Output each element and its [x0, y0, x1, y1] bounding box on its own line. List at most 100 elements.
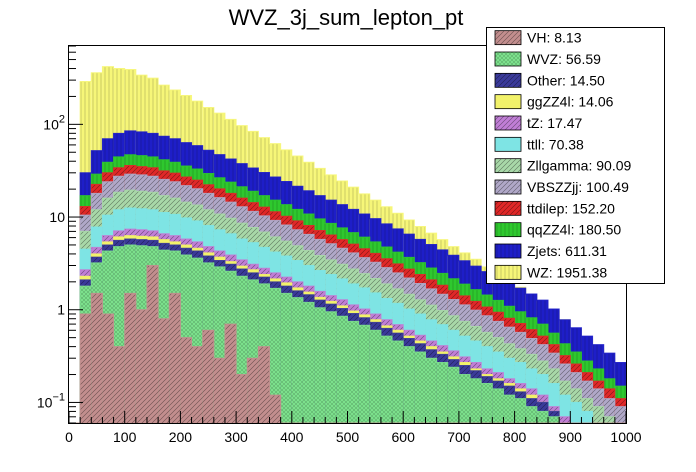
bar-pattern — [269, 395, 281, 423]
legend-series-name: Other — [527, 72, 562, 88]
bar-pattern — [269, 288, 281, 423]
bar-pattern — [247, 358, 259, 423]
x-tick-label: 800 — [503, 429, 527, 445]
bar-pattern — [314, 307, 326, 423]
legend-swatch-pattern — [495, 265, 521, 280]
legend-label: ttdilep: 152.20 — [527, 200, 615, 216]
bar-pattern — [603, 416, 615, 423]
x-tick-label: 600 — [392, 429, 416, 445]
legend-entry-ggzz4l: ggZZ4l: 14.06 — [494, 94, 614, 110]
bar-pattern — [280, 293, 292, 423]
bar-pattern — [80, 313, 92, 423]
bar-pattern — [369, 330, 381, 423]
legend-series-total: 70.38 — [549, 136, 584, 152]
legend-entry-zllgamma: Zllgamma: 90.09 — [494, 158, 631, 174]
bar-pattern — [614, 406, 626, 423]
bar-pattern — [158, 318, 170, 423]
legend-swatch-pattern — [495, 158, 521, 173]
legend-entry-vbszzjj: VBSZZjj: 100.49 — [494, 179, 629, 195]
bar-pattern — [447, 367, 459, 423]
bar-pattern — [559, 416, 571, 423]
legend-series-name: ttdilep — [527, 200, 565, 216]
legend-colon: : — [564, 200, 572, 216]
series-outline — [69, 130, 626, 424]
series-outline — [69, 235, 626, 424]
bar-pattern — [236, 276, 248, 423]
bar-pattern — [481, 383, 493, 423]
legend-series-total: 152.20 — [572, 200, 615, 216]
bar-pattern — [325, 311, 337, 423]
legend-swatch-pattern — [495, 52, 521, 66]
legend-series-total: 17.47 — [547, 115, 582, 131]
legend-series-total: 180.50 — [578, 222, 621, 238]
legend-label: VBSZZjj: 100.49 — [527, 179, 629, 195]
bar-pattern — [191, 258, 203, 423]
x-tick-label: 700 — [447, 429, 471, 445]
legend-series-total: 611.31 — [565, 243, 607, 259]
legend-colon: : — [541, 136, 549, 152]
bar-pattern — [436, 362, 448, 423]
bar-pattern — [336, 316, 348, 423]
legend-box — [486, 27, 665, 284]
legend-series-name: Zllgamma — [527, 158, 589, 174]
x-tick-label: 200 — [169, 429, 193, 445]
series-outline — [69, 189, 626, 424]
legend-series-name: ggZZ4l — [527, 94, 571, 110]
bar-pattern — [414, 352, 426, 423]
series-outline — [69, 173, 626, 424]
legend-entry-vh: VH: 8.13 — [494, 30, 582, 46]
legend-label: Zllgamma: 90.09 — [527, 158, 631, 174]
legend-colon: : — [571, 94, 579, 110]
legend-colon: : — [578, 179, 586, 195]
y-tick-label: 1 — [57, 302, 65, 318]
bar-ttll — [570, 402, 582, 423]
legend-series-total: 14.06 — [578, 94, 613, 110]
bar-pattern — [358, 325, 370, 423]
bar-pattern — [91, 293, 103, 423]
legend-colon: : — [557, 243, 565, 259]
legend-swatch-pattern — [495, 180, 521, 194]
legend-colon: : — [588, 158, 596, 174]
x-tick-label: 1000 — [610, 429, 641, 445]
legend-entry-ttdilep: ttdilep: 152.20 — [494, 200, 615, 216]
legend-entry-tz: tZ: 17.47 — [494, 115, 582, 131]
y-tick-base: 10 — [37, 394, 53, 410]
bar-pattern — [180, 337, 192, 423]
legend-label: WVZ: 56.59 — [527, 51, 601, 67]
y-tick-label: 102 — [43, 113, 65, 132]
bar-ttll — [548, 383, 560, 423]
series-outline — [69, 244, 626, 424]
legend-series-name: Zjets — [527, 243, 557, 259]
legend-swatch — [494, 94, 522, 110]
y-tick-base: 1 — [57, 302, 65, 318]
bar-pattern — [113, 246, 125, 423]
legend-colon: : — [558, 51, 566, 67]
bar-pattern — [247, 279, 259, 423]
bar-pattern — [213, 358, 225, 423]
axes: 0 100 200 300 400 500 600 700 800 900 100010−11101… — [37, 45, 642, 445]
bar-pattern — [213, 266, 225, 423]
legend-swatch-pattern — [495, 222, 521, 237]
bar-pattern — [514, 398, 526, 423]
x-tick-label: 300 — [224, 429, 248, 445]
legend-series-total: 1951.38 — [557, 264, 608, 280]
legend-swatch-pattern — [495, 30, 521, 45]
legend-swatch-pattern — [495, 116, 521, 130]
x-tick-label: 0 — [65, 429, 73, 445]
legend-colon: : — [546, 30, 554, 46]
legend-label: qqZZ4l: 180.50 — [527, 222, 621, 238]
bar-pattern — [603, 398, 615, 423]
legend-colon: : — [539, 115, 547, 131]
legend-label: ttll: 70.38 — [527, 136, 584, 152]
legend-series-total: 56.59 — [566, 51, 601, 67]
y-tick-base: 10 — [43, 116, 59, 132]
legend-entry-wvz: WVZ: 56.59 — [494, 51, 601, 67]
bar-pattern — [169, 293, 181, 423]
chart-title: WVZ_3j_sum_lepton_pt — [229, 5, 464, 30]
bar-pattern — [458, 374, 471, 423]
bar-pattern — [124, 293, 136, 423]
bar-pattern — [592, 388, 604, 423]
y-tick-exponent: 2 — [59, 113, 65, 125]
